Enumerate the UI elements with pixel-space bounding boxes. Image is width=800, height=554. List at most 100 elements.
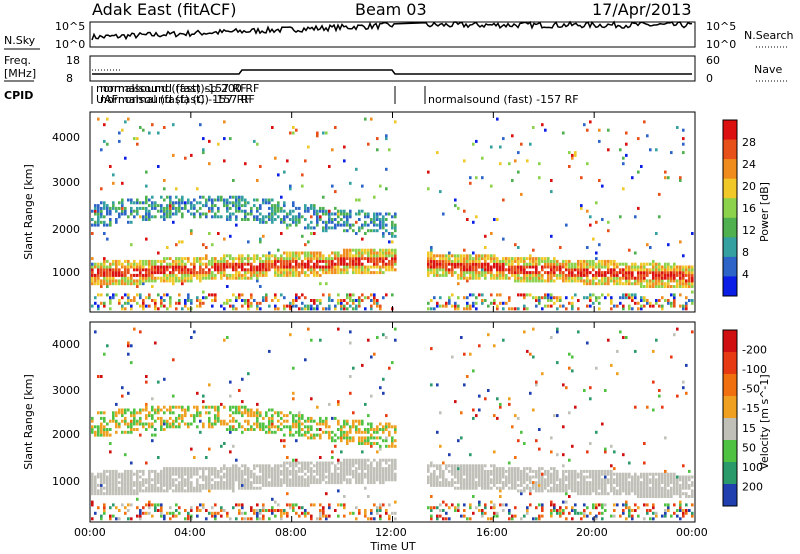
heatmap-cell xyxy=(295,469,298,473)
heatmap-cell xyxy=(226,483,229,487)
heatmap-cell xyxy=(538,469,541,473)
heatmap-cell xyxy=(214,268,217,272)
heatmap-cell xyxy=(202,276,205,280)
heatmap-cell xyxy=(688,273,691,277)
heatmap-cell xyxy=(382,234,385,238)
heatmap-cell xyxy=(214,265,217,269)
heatmap-cell xyxy=(655,262,658,266)
cpid-overlap-text-2: normalsound (fast)sp 200 RF xyxy=(100,82,259,95)
heatmap-cell xyxy=(478,293,481,297)
heatmap-cell xyxy=(475,257,478,261)
heatmap-cell xyxy=(325,262,328,266)
heatmap-cell xyxy=(265,467,268,471)
heatmap-cell xyxy=(664,271,667,275)
heatmap-cell xyxy=(274,206,277,210)
heatmap-cell xyxy=(229,483,232,487)
heatmap-cell xyxy=(148,262,151,266)
heatmap-cell xyxy=(343,145,346,149)
heatmap-cell xyxy=(475,464,478,468)
heatmap-cell xyxy=(385,428,388,431)
heatmap-cell xyxy=(94,481,97,485)
heatmap-cell xyxy=(190,279,193,283)
heatmap-cell xyxy=(367,422,370,426)
heatmap-cell xyxy=(178,472,181,476)
heatmap-cell xyxy=(319,251,322,255)
velocity-panel: Slant Range [km] 1000 2000 3000 4000 200… xyxy=(22,321,771,523)
heatmap-cell xyxy=(481,475,484,479)
heatmap-cell xyxy=(169,257,172,261)
heatmap-cell xyxy=(355,425,358,429)
heatmap-cell xyxy=(469,181,472,185)
heatmap-cell xyxy=(199,503,202,507)
heatmap-cell xyxy=(256,408,259,412)
heatmap-cell xyxy=(256,271,259,275)
heatmap-cell xyxy=(367,229,370,233)
heatmap-cell xyxy=(271,126,274,129)
heatmap-cell xyxy=(535,259,538,263)
heatmap-cell xyxy=(121,414,124,418)
heatmap-cell xyxy=(196,276,199,280)
heatmap-cell xyxy=(352,461,355,465)
heatmap-cell xyxy=(448,268,451,272)
heatmap-cell xyxy=(565,517,568,521)
heatmap-cell xyxy=(490,464,493,468)
heatmap-cell xyxy=(97,265,100,269)
heatmap-cell xyxy=(100,478,103,482)
heatmap-cell xyxy=(430,461,433,465)
heatmap-cell xyxy=(502,271,505,275)
heatmap-cell xyxy=(457,469,460,473)
heatmap-cell xyxy=(490,486,493,490)
heatmap-cell xyxy=(550,500,553,504)
heatmap-cell xyxy=(592,262,595,266)
heatmap-cell xyxy=(520,293,523,297)
heatmap-cell xyxy=(178,240,181,244)
heatmap-cell xyxy=(220,469,223,473)
heatmap-cell xyxy=(268,198,271,202)
heatmap-cell xyxy=(121,386,124,390)
heatmap-cell xyxy=(355,254,358,258)
heatmap-cell xyxy=(199,301,202,305)
heatmap-cell xyxy=(211,514,214,518)
heatmap-cell xyxy=(325,265,328,269)
heatmap-cell xyxy=(169,472,172,476)
heatmap-cell xyxy=(553,509,556,512)
heatmap-cell xyxy=(91,223,94,227)
colorbar-frame xyxy=(722,119,738,297)
heatmap-cell xyxy=(232,444,235,448)
heatmap-cell xyxy=(355,304,358,308)
heatmap-cell xyxy=(586,282,589,286)
heatmap-cell xyxy=(307,425,310,429)
heatmap-cell xyxy=(103,509,106,512)
heatmap-cell xyxy=(112,276,115,280)
heatmap-cell xyxy=(280,254,283,258)
heatmap-cell xyxy=(223,198,226,202)
heatmap-cell xyxy=(358,251,361,255)
heatmap-cell xyxy=(187,279,190,283)
heatmap-cell xyxy=(310,215,313,219)
heatmap-cell xyxy=(94,282,97,286)
heatmap-cell xyxy=(532,248,535,252)
heatmap-cell xyxy=(118,273,121,277)
heatmap-cell xyxy=(208,139,211,143)
heatmap-cell xyxy=(223,201,226,205)
heatmap-cell xyxy=(241,209,244,213)
heatmap-cell xyxy=(448,453,451,457)
heatmap-cell xyxy=(253,265,256,269)
heatmap-cell xyxy=(241,204,244,208)
heatmap-cell xyxy=(175,279,178,283)
heatmap-cell xyxy=(316,481,319,485)
heatmap-cell xyxy=(346,422,349,426)
heatmap-cell xyxy=(145,481,148,485)
heatmap-cell xyxy=(283,511,286,515)
heatmap-cell xyxy=(655,232,658,235)
heatmap-cell xyxy=(370,511,373,515)
heatmap-cell xyxy=(151,433,154,437)
heatmap-cell xyxy=(373,254,376,258)
heatmap-cell xyxy=(160,279,163,283)
heatmap-cell xyxy=(499,503,502,507)
heatmap-cell xyxy=(625,142,628,146)
heatmap-cell xyxy=(538,481,541,485)
heatmap-cell xyxy=(382,257,385,261)
heatmap-cell xyxy=(376,148,379,152)
heatmap-cell xyxy=(247,422,250,426)
